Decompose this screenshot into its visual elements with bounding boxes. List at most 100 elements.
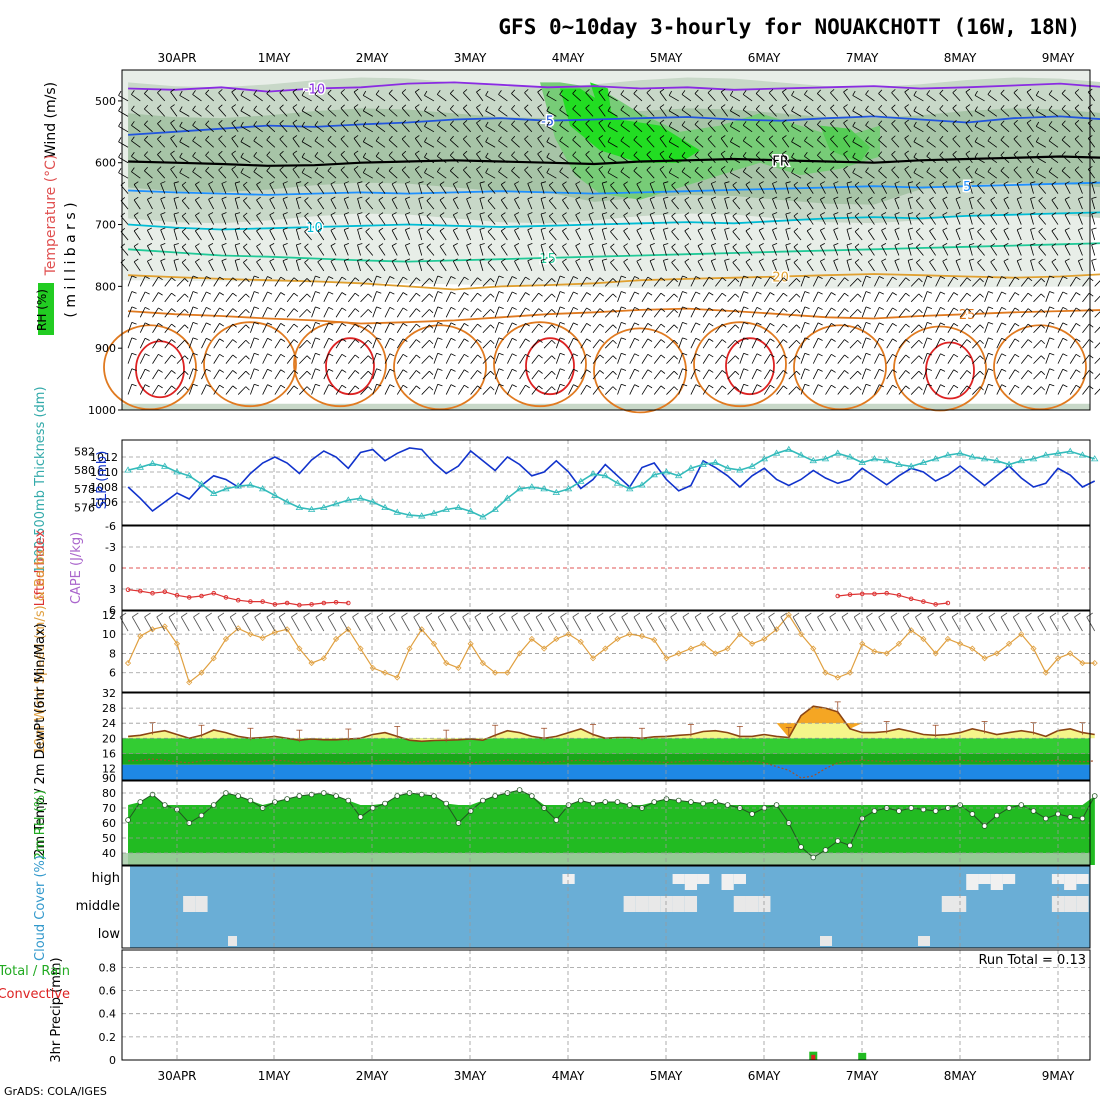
wind-barb-flag: [524, 166, 529, 171]
wind-barb: [861, 291, 867, 302]
wind-barb-flag: [548, 181, 554, 186]
wind-barb: [585, 123, 594, 133]
wind-barb: [604, 386, 614, 395]
wind-barb: [758, 261, 765, 272]
wind-barb-flag: [979, 293, 984, 298]
lifted-index-tick-label: 3: [109, 583, 116, 596]
wind-barb-flag: [734, 355, 740, 360]
wind-barb: [1074, 123, 1083, 133]
wind-barb: [494, 337, 500, 349]
wind-barb: [286, 292, 295, 303]
wind-barb: [372, 337, 377, 349]
wind-barb-flag: [841, 612, 849, 618]
wind-barb: [620, 171, 630, 179]
wind-barb: [396, 338, 404, 349]
wind-barb: [866, 616, 875, 632]
wind-barb: [724, 229, 729, 241]
thickness-point: [369, 498, 377, 505]
wind-barb-flag: [357, 196, 363, 199]
wind-barb: [812, 276, 819, 287]
wind-barb-flag: [830, 120, 835, 124]
wind-barb: [243, 231, 251, 241]
wind-barb: [118, 172, 129, 179]
wind-barb: [886, 385, 893, 395]
wind-barb: [218, 169, 227, 179]
wind-barb: [678, 337, 683, 349]
rh-point: [712, 799, 719, 805]
wind-barb-flag: [511, 105, 516, 110]
wind-barb-flag: [437, 352, 443, 356]
wind-barb-flag: [720, 119, 726, 124]
wind-barb: [604, 309, 614, 318]
wind-barb: [739, 337, 744, 349]
wind-barb: [1036, 110, 1046, 117]
wind-barb-flag: [476, 135, 481, 139]
wind-barb: [833, 214, 839, 225]
wind-barb-flag: [796, 324, 801, 329]
wind-barb-flag: [575, 258, 581, 262]
wind-barb: [649, 260, 655, 272]
wind-barb-flag: [831, 353, 836, 358]
wind-barb-flag: [525, 384, 530, 389]
wind-barb-flag: [315, 306, 321, 310]
wind-barb-flag: [831, 276, 836, 281]
wind-barb: [208, 183, 215, 194]
wind-barb: [118, 125, 129, 133]
wind-barb: [133, 199, 141, 210]
wind-barb-flag: [327, 89, 332, 94]
wind-barb-flag: [192, 275, 198, 279]
wind-barb-flag: [1013, 120, 1018, 124]
wind-barb: [1069, 385, 1077, 395]
wind-barb: [952, 154, 961, 163]
wind-barb: [720, 107, 728, 117]
wind-barb-flag: [979, 386, 984, 391]
thickness-point: [613, 479, 622, 486]
wind-barb-flag: [929, 227, 934, 232]
wind-barb: [485, 156, 496, 164]
wind-barb: [127, 384, 133, 395]
wind-barb: [833, 183, 839, 194]
wind-barb-flag: [610, 197, 615, 201]
wind-barb: [598, 138, 606, 148]
wind-barb-flag: [256, 196, 261, 201]
wind-barb: [391, 199, 398, 210]
wind-barb: [437, 171, 447, 179]
thickness-point: [271, 491, 279, 498]
wind-barb-flag: [892, 369, 897, 373]
wind-barb-flag: [974, 121, 978, 127]
wind-barb: [755, 139, 765, 148]
wind-barb-flag: [609, 612, 616, 618]
wind-barb: [742, 109, 753, 117]
thickness-point: [540, 485, 548, 492]
wind-barb: [176, 355, 185, 364]
wind-barb: [1038, 184, 1047, 194]
wind-barb-flag: [424, 90, 428, 96]
wind-barb-flag: [173, 258, 179, 261]
wind-barb-flag: [364, 612, 371, 618]
wind-barb-flag: [218, 120, 223, 124]
wind-barb-flag: [913, 121, 917, 127]
wind-barb: [927, 616, 936, 632]
wind-barb: [929, 230, 936, 241]
wind-speed-tick-label: 8: [109, 647, 116, 660]
wind-barb: [546, 95, 557, 102]
rh-point: [345, 797, 352, 804]
wind-barb: [384, 291, 391, 302]
wind-barb-flag: [401, 150, 407, 155]
thickness-point: [124, 466, 132, 473]
wind-barb: [372, 353, 377, 364]
wind-barb-flag: [157, 104, 162, 109]
wind-barb-flag: [314, 121, 319, 126]
wind-barb-flag: [844, 339, 849, 343]
wind-barb: [646, 107, 655, 117]
wind-speed-point: [247, 631, 254, 638]
wind-barb-flag: [317, 181, 323, 185]
wind-barb-flag: [708, 292, 714, 296]
wind-barb: [193, 616, 202, 632]
wind-barb-flag: [987, 121, 992, 126]
thickness-tick-label: 576: [74, 502, 95, 515]
wind-barb-flag: [291, 612, 298, 618]
wind-barb-flag: [806, 258, 812, 263]
wind-barb-flag: [354, 354, 360, 359]
wind-barb-flag: [221, 181, 227, 184]
